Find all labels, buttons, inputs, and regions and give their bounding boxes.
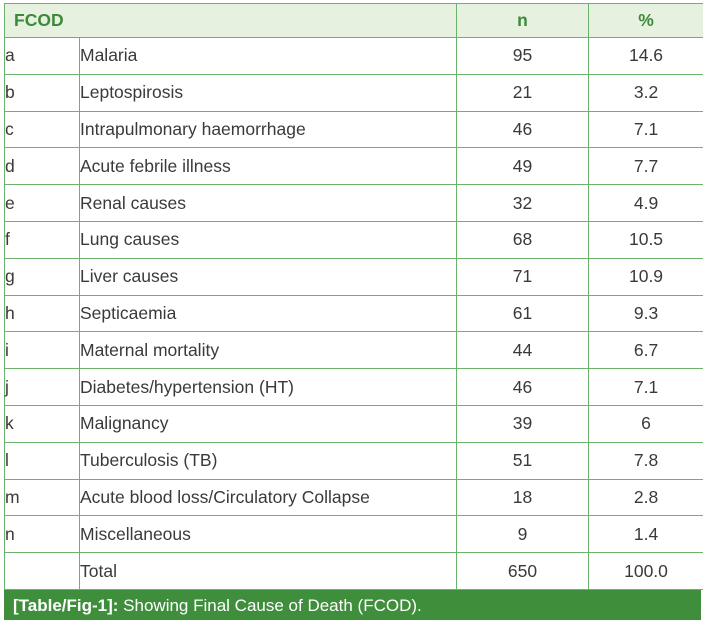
table-row: k Malignancy 39 6	[5, 405, 703, 442]
row-letter: l	[5, 442, 80, 479]
row-cause: Septicaemia	[80, 295, 457, 332]
table-header: FCOD n %	[5, 4, 703, 38]
row-cause: Miscellaneous	[80, 516, 457, 553]
total-label: Total	[80, 553, 457, 590]
table-row: h Septicaemia 61 9.3	[5, 295, 703, 332]
row-cause: Renal causes	[80, 185, 457, 222]
row-letter: h	[5, 295, 80, 332]
row-percent: 2.8	[589, 479, 703, 516]
row-percent: 7.1	[589, 111, 703, 148]
table-row: a Malaria 95 14.6	[5, 38, 703, 75]
row-percent: 4.9	[589, 185, 703, 222]
table-body: a Malaria 95 14.6 b Leptospirosis 21 3.2…	[5, 38, 703, 590]
row-letter: f	[5, 221, 80, 258]
row-percent: 1.4	[589, 516, 703, 553]
row-cause: Tuberculosis (TB)	[80, 442, 457, 479]
row-n: 18	[457, 479, 589, 516]
caption-text: Showing Final Cause of Death (FCOD).	[118, 596, 421, 615]
header-n: n	[457, 4, 589, 38]
table-figure: FCOD n % a Malaria 95 14.6 b Leptospiros…	[1, 3, 702, 626]
header-percent: %	[589, 4, 703, 38]
row-letter: j	[5, 369, 80, 406]
row-n: 21	[457, 74, 589, 111]
row-n: 49	[457, 148, 589, 185]
row-n: 46	[457, 111, 589, 148]
row-percent: 10.9	[589, 258, 703, 295]
total-n: 650	[457, 553, 589, 590]
row-n: 68	[457, 221, 589, 258]
row-letter: i	[5, 332, 80, 369]
row-percent: 3.2	[589, 74, 703, 111]
table-row: d Acute febrile illness 49 7.7	[5, 148, 703, 185]
total-percent: 100.0	[589, 553, 703, 590]
row-n: 51	[457, 442, 589, 479]
row-cause: Maternal mortality	[80, 332, 457, 369]
row-cause: Diabetes/hypertension (HT)	[80, 369, 457, 406]
row-cause: Malaria	[80, 38, 457, 75]
table-row: e Renal causes 32 4.9	[5, 185, 703, 222]
caption-label: [Table/Fig-1]:	[13, 596, 118, 615]
row-n: 71	[457, 258, 589, 295]
table-row: l Tuberculosis (TB) 51 7.8	[5, 442, 703, 479]
row-letter: e	[5, 185, 80, 222]
row-n: 9	[457, 516, 589, 553]
row-cause: Lung causes	[80, 221, 457, 258]
table-row: c Intrapulmonary haemorrhage 46 7.1	[5, 111, 703, 148]
row-cause: Leptospirosis	[80, 74, 457, 111]
row-n: 32	[457, 185, 589, 222]
table-caption: [Table/Fig-1]: Showing Final Cause of De…	[4, 590, 701, 620]
row-letter: n	[5, 516, 80, 553]
total-row: Total 650 100.0	[5, 553, 703, 590]
table-row: n Miscellaneous 9 1.4	[5, 516, 703, 553]
row-cause: Liver causes	[80, 258, 457, 295]
header-row: FCOD n %	[5, 4, 703, 38]
row-letter: m	[5, 479, 80, 516]
row-n: 46	[457, 369, 589, 406]
header-fcod: FCOD	[5, 4, 457, 38]
row-letter: a	[5, 38, 80, 75]
table-row: i Maternal mortality 44 6.7	[5, 332, 703, 369]
row-percent: 7.7	[589, 148, 703, 185]
row-cause: Acute febrile illness	[80, 148, 457, 185]
table-row: b Leptospirosis 21 3.2	[5, 74, 703, 111]
total-letter	[5, 553, 80, 590]
row-n: 39	[457, 405, 589, 442]
row-n: 44	[457, 332, 589, 369]
row-letter: k	[5, 405, 80, 442]
row-letter: b	[5, 74, 80, 111]
row-percent: 14.6	[589, 38, 703, 75]
row-letter: d	[5, 148, 80, 185]
row-percent: 6	[589, 405, 703, 442]
table-row: j Diabetes/hypertension (HT) 46 7.1	[5, 369, 703, 406]
row-percent: 7.8	[589, 442, 703, 479]
row-n: 95	[457, 38, 589, 75]
table-row: g Liver causes 71 10.9	[5, 258, 703, 295]
row-percent: 7.1	[589, 369, 703, 406]
row-cause: Acute blood loss/Circulatory Collapse	[80, 479, 457, 516]
row-percent: 10.5	[589, 221, 703, 258]
row-percent: 9.3	[589, 295, 703, 332]
row-cause: Malignancy	[80, 405, 457, 442]
table-row: m Acute blood loss/Circulatory Collapse …	[5, 479, 703, 516]
row-percent: 6.7	[589, 332, 703, 369]
table-row: f Lung causes 68 10.5	[5, 221, 703, 258]
row-cause: Intrapulmonary haemorrhage	[80, 111, 457, 148]
row-n: 61	[457, 295, 589, 332]
row-letter: g	[5, 258, 80, 295]
row-letter: c	[5, 111, 80, 148]
fcod-table: FCOD n % a Malaria 95 14.6 b Leptospiros…	[4, 3, 703, 590]
